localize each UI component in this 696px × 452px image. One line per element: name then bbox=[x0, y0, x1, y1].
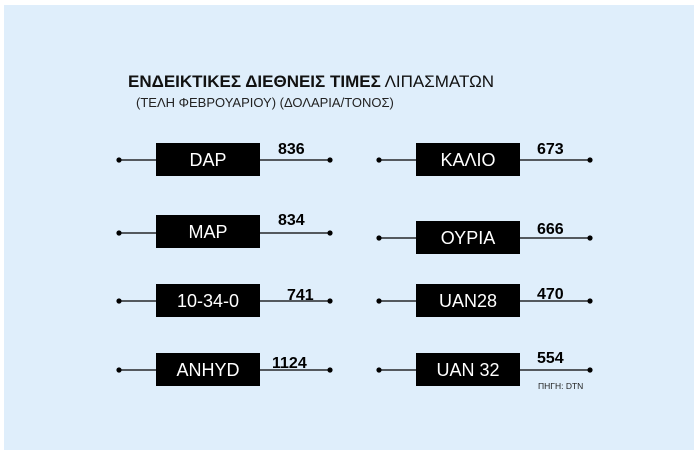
line-start-dot bbox=[116, 230, 122, 236]
line-end-dot bbox=[587, 157, 593, 163]
line-start-dot bbox=[376, 298, 382, 304]
line-end-dot bbox=[327, 298, 333, 304]
label-text: ANHYD bbox=[176, 360, 239, 380]
value-label: 554 bbox=[537, 350, 564, 367]
label-box-ουρια bbox=[416, 221, 520, 254]
value-label: 836 bbox=[278, 141, 305, 158]
label-box-dap bbox=[156, 143, 260, 176]
line-end-dot bbox=[327, 157, 333, 163]
chart-subtitle: (ΤΕΛΗ ΦΕΒΡΟΥΑΡΙΟΥ) (ΔΟΛΑΡΙΑ/ΤΟΝΟΣ) bbox=[136, 95, 394, 110]
value-label: 1124 bbox=[272, 355, 307, 372]
value-label: 666 bbox=[537, 221, 564, 238]
line-end-dot bbox=[587, 367, 593, 373]
infographic-panel bbox=[4, 5, 694, 450]
line-start-dot bbox=[376, 367, 382, 373]
value-label: 470 bbox=[537, 286, 564, 303]
line-start-dot bbox=[116, 298, 122, 304]
chart-title: ΕΝΔΕΙΚΤΙΚΕΣ ΔΙΕΘΝΕΙΣ ΤΙΜΕΣ ΛΙΠΑΣΜΑΤΩΝ bbox=[128, 72, 494, 92]
label-text: UAN28 bbox=[439, 291, 497, 311]
label-box-καλιο bbox=[416, 143, 520, 176]
label-box-uan28 bbox=[416, 284, 520, 317]
label-box-map bbox=[156, 215, 260, 248]
label-box-uan-32 bbox=[416, 353, 520, 386]
value-label: 741 bbox=[287, 287, 314, 304]
chart-title-rest: ΛΙΠΑΣΜΑΤΩΝ bbox=[384, 72, 495, 91]
line-end-dot bbox=[587, 298, 593, 304]
label-text: ΟΥΡΙΑ bbox=[441, 228, 495, 248]
line-start-dot bbox=[376, 157, 382, 163]
value-label: 834 bbox=[278, 212, 305, 229]
label-text: UAN 32 bbox=[436, 360, 499, 380]
line-end-dot bbox=[327, 367, 333, 373]
label-text: ΚΑΛΙΟ bbox=[440, 150, 495, 170]
line-end-dot bbox=[587, 235, 593, 241]
label-box-10-34-0 bbox=[156, 284, 260, 317]
source-note: ΠΗΓΗ: DTN bbox=[538, 381, 584, 391]
line-start-dot bbox=[116, 157, 122, 163]
label-text: 10-34-0 bbox=[177, 291, 239, 311]
line-end-dot bbox=[327, 230, 333, 236]
label-box-anhyd bbox=[156, 353, 260, 386]
chart-title-bold: ΕΝΔΕΙΚΤΙΚΕΣ ΔΙΕΘΝΕΙΣ ΤΙΜΕΣ bbox=[128, 72, 381, 91]
value-label: 673 bbox=[537, 141, 564, 158]
line-start-dot bbox=[116, 367, 122, 373]
line-start-dot bbox=[376, 235, 382, 241]
label-text: MAP bbox=[188, 222, 227, 242]
label-text: DAP bbox=[189, 150, 226, 170]
